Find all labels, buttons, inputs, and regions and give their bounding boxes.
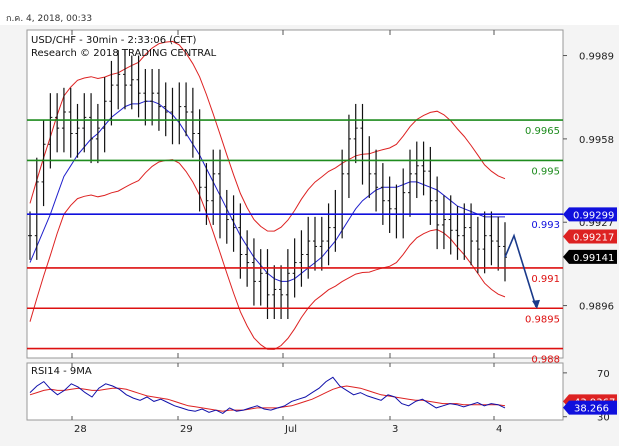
price-tag-box (563, 207, 617, 222)
level-label: 0.9965 (525, 126, 560, 137)
rsi-y-tick-label: 30 (597, 413, 610, 424)
upper-band (29, 40, 506, 232)
level-label: 0.9895 (525, 314, 560, 325)
y-tick-label: 0.9958 (579, 135, 614, 146)
rsi-plot-area (26, 362, 564, 421)
rsi-price-tag-box (563, 400, 617, 415)
x-tick-label: 28 (74, 424, 87, 435)
rsi-price-tag-label: 38.266 (574, 404, 609, 415)
y-tick-label: 0.9927 (579, 218, 614, 229)
x-tick-label: Jul (284, 424, 297, 435)
x-tick-label: 4 (496, 424, 502, 435)
x-tick-label: 29 (180, 424, 193, 435)
level-label: 0.988 (531, 355, 560, 366)
y-tick-label: 0.9989 (579, 52, 614, 63)
price-tag-label: 0.99141 (573, 253, 614, 264)
price-tag: 0.99299 (563, 207, 617, 222)
level-label: 0.995 (531, 166, 560, 177)
level-label: 0.993 (531, 220, 560, 231)
price-tag-label: 0.99299 (573, 210, 614, 221)
rsi-title: RSI14 - 9MA (31, 366, 92, 377)
price-tag-box (563, 229, 617, 244)
x-tick-label: 3 (392, 424, 398, 435)
forecast-arrow (504, 233, 537, 308)
forecast-arrow-head (532, 299, 540, 309)
price-tag-box (563, 249, 617, 264)
chart-subtitle: Research © 2018 TRADING CENTRAL (31, 48, 217, 59)
rsi-y-tick-label: 70 (597, 369, 610, 380)
price-tag-label: 0.99217 (573, 232, 614, 243)
timestamp: ก.ค. 4, 2018, 00:33 (6, 14, 93, 24)
timestamp-bar: ก.ค. 4, 2018, 00:33 (0, 0, 619, 25)
y-tick-label: 0.9896 (579, 302, 614, 313)
rsi-line (29, 376, 506, 414)
rsi-price-tag: 38.266 (563, 400, 617, 415)
price-tag: 0.99217 (563, 229, 617, 244)
chart-title: USD/CHF - 30min - 2:33:06 (CET) (31, 35, 197, 46)
price-tag: 0.99141 (563, 249, 617, 264)
level-label: 0.991 (531, 274, 560, 285)
